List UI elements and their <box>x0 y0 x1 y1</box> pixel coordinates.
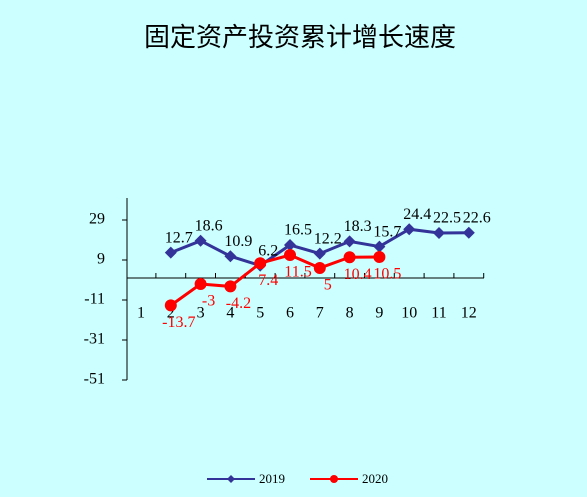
point <box>254 257 267 270</box>
data-label: 16.5 <box>284 222 312 239</box>
point <box>343 235 356 248</box>
point <box>284 249 296 261</box>
chart-title: 固定资产投资累计增长速度 <box>144 23 456 52</box>
point <box>462 226 475 239</box>
x-tick-label: 12 <box>461 305 477 322</box>
point <box>224 280 237 293</box>
data-label: 15.7 <box>373 223 401 240</box>
y-tick-label: 29 <box>89 211 105 228</box>
data-label: -4.2 <box>226 295 251 312</box>
data-label: -3 <box>202 293 215 310</box>
y-tick-label: -31 <box>84 331 105 348</box>
data-label: 7.4 <box>258 272 278 289</box>
point <box>343 251 356 264</box>
data-label: 10.4 <box>344 266 372 283</box>
point <box>224 250 237 263</box>
x-tick-label: 4 <box>226 305 234 322</box>
x-tick-label: 11 <box>431 305 446 322</box>
x-tick-label: 1 <box>137 305 145 322</box>
point <box>164 246 177 259</box>
x-tick-label: 5 <box>256 305 264 322</box>
point <box>433 227 445 239</box>
x-tick-label: 8 <box>346 305 354 322</box>
x-tick-label: 10 <box>401 305 417 322</box>
point <box>373 251 386 263</box>
point <box>403 223 416 236</box>
data-label: 10.9 <box>224 233 252 250</box>
legend-label: 2020 <box>362 471 388 486</box>
legend-label: 2019 <box>259 471 285 486</box>
point <box>164 299 177 312</box>
point <box>313 247 326 260</box>
data-label: 22.6 <box>463 209 491 226</box>
data-label: 18.3 <box>344 218 372 235</box>
y-tick-label: 9 <box>97 251 105 268</box>
x-tick-label: 9 <box>375 305 383 322</box>
data-label: 11.5 <box>284 264 311 281</box>
data-label: 12.7 <box>165 229 193 246</box>
legend-marker <box>227 475 235 483</box>
data-label: 12.2 <box>314 230 342 247</box>
point <box>284 239 296 251</box>
x-tick-label: 3 <box>197 305 205 322</box>
data-label: 10.5 <box>373 266 401 283</box>
y-tick-label: -51 <box>84 371 105 388</box>
point <box>373 240 386 253</box>
x-tick-label: 2 <box>167 305 175 322</box>
point <box>194 234 207 247</box>
x-tick-label: 7 <box>316 305 324 322</box>
x-tick-label: 6 <box>286 305 294 322</box>
data-label: 24.4 <box>403 206 431 223</box>
point <box>313 262 326 274</box>
data-label: -13.7 <box>162 314 195 331</box>
data-label: 5 <box>324 277 332 294</box>
point <box>194 278 207 290</box>
data-label: 6.2 <box>258 242 278 259</box>
y-tick-label: -11 <box>84 291 105 308</box>
legend-marker <box>330 475 338 483</box>
data-label: 18.6 <box>195 217 223 234</box>
data-label: 22.5 <box>433 210 461 227</box>
